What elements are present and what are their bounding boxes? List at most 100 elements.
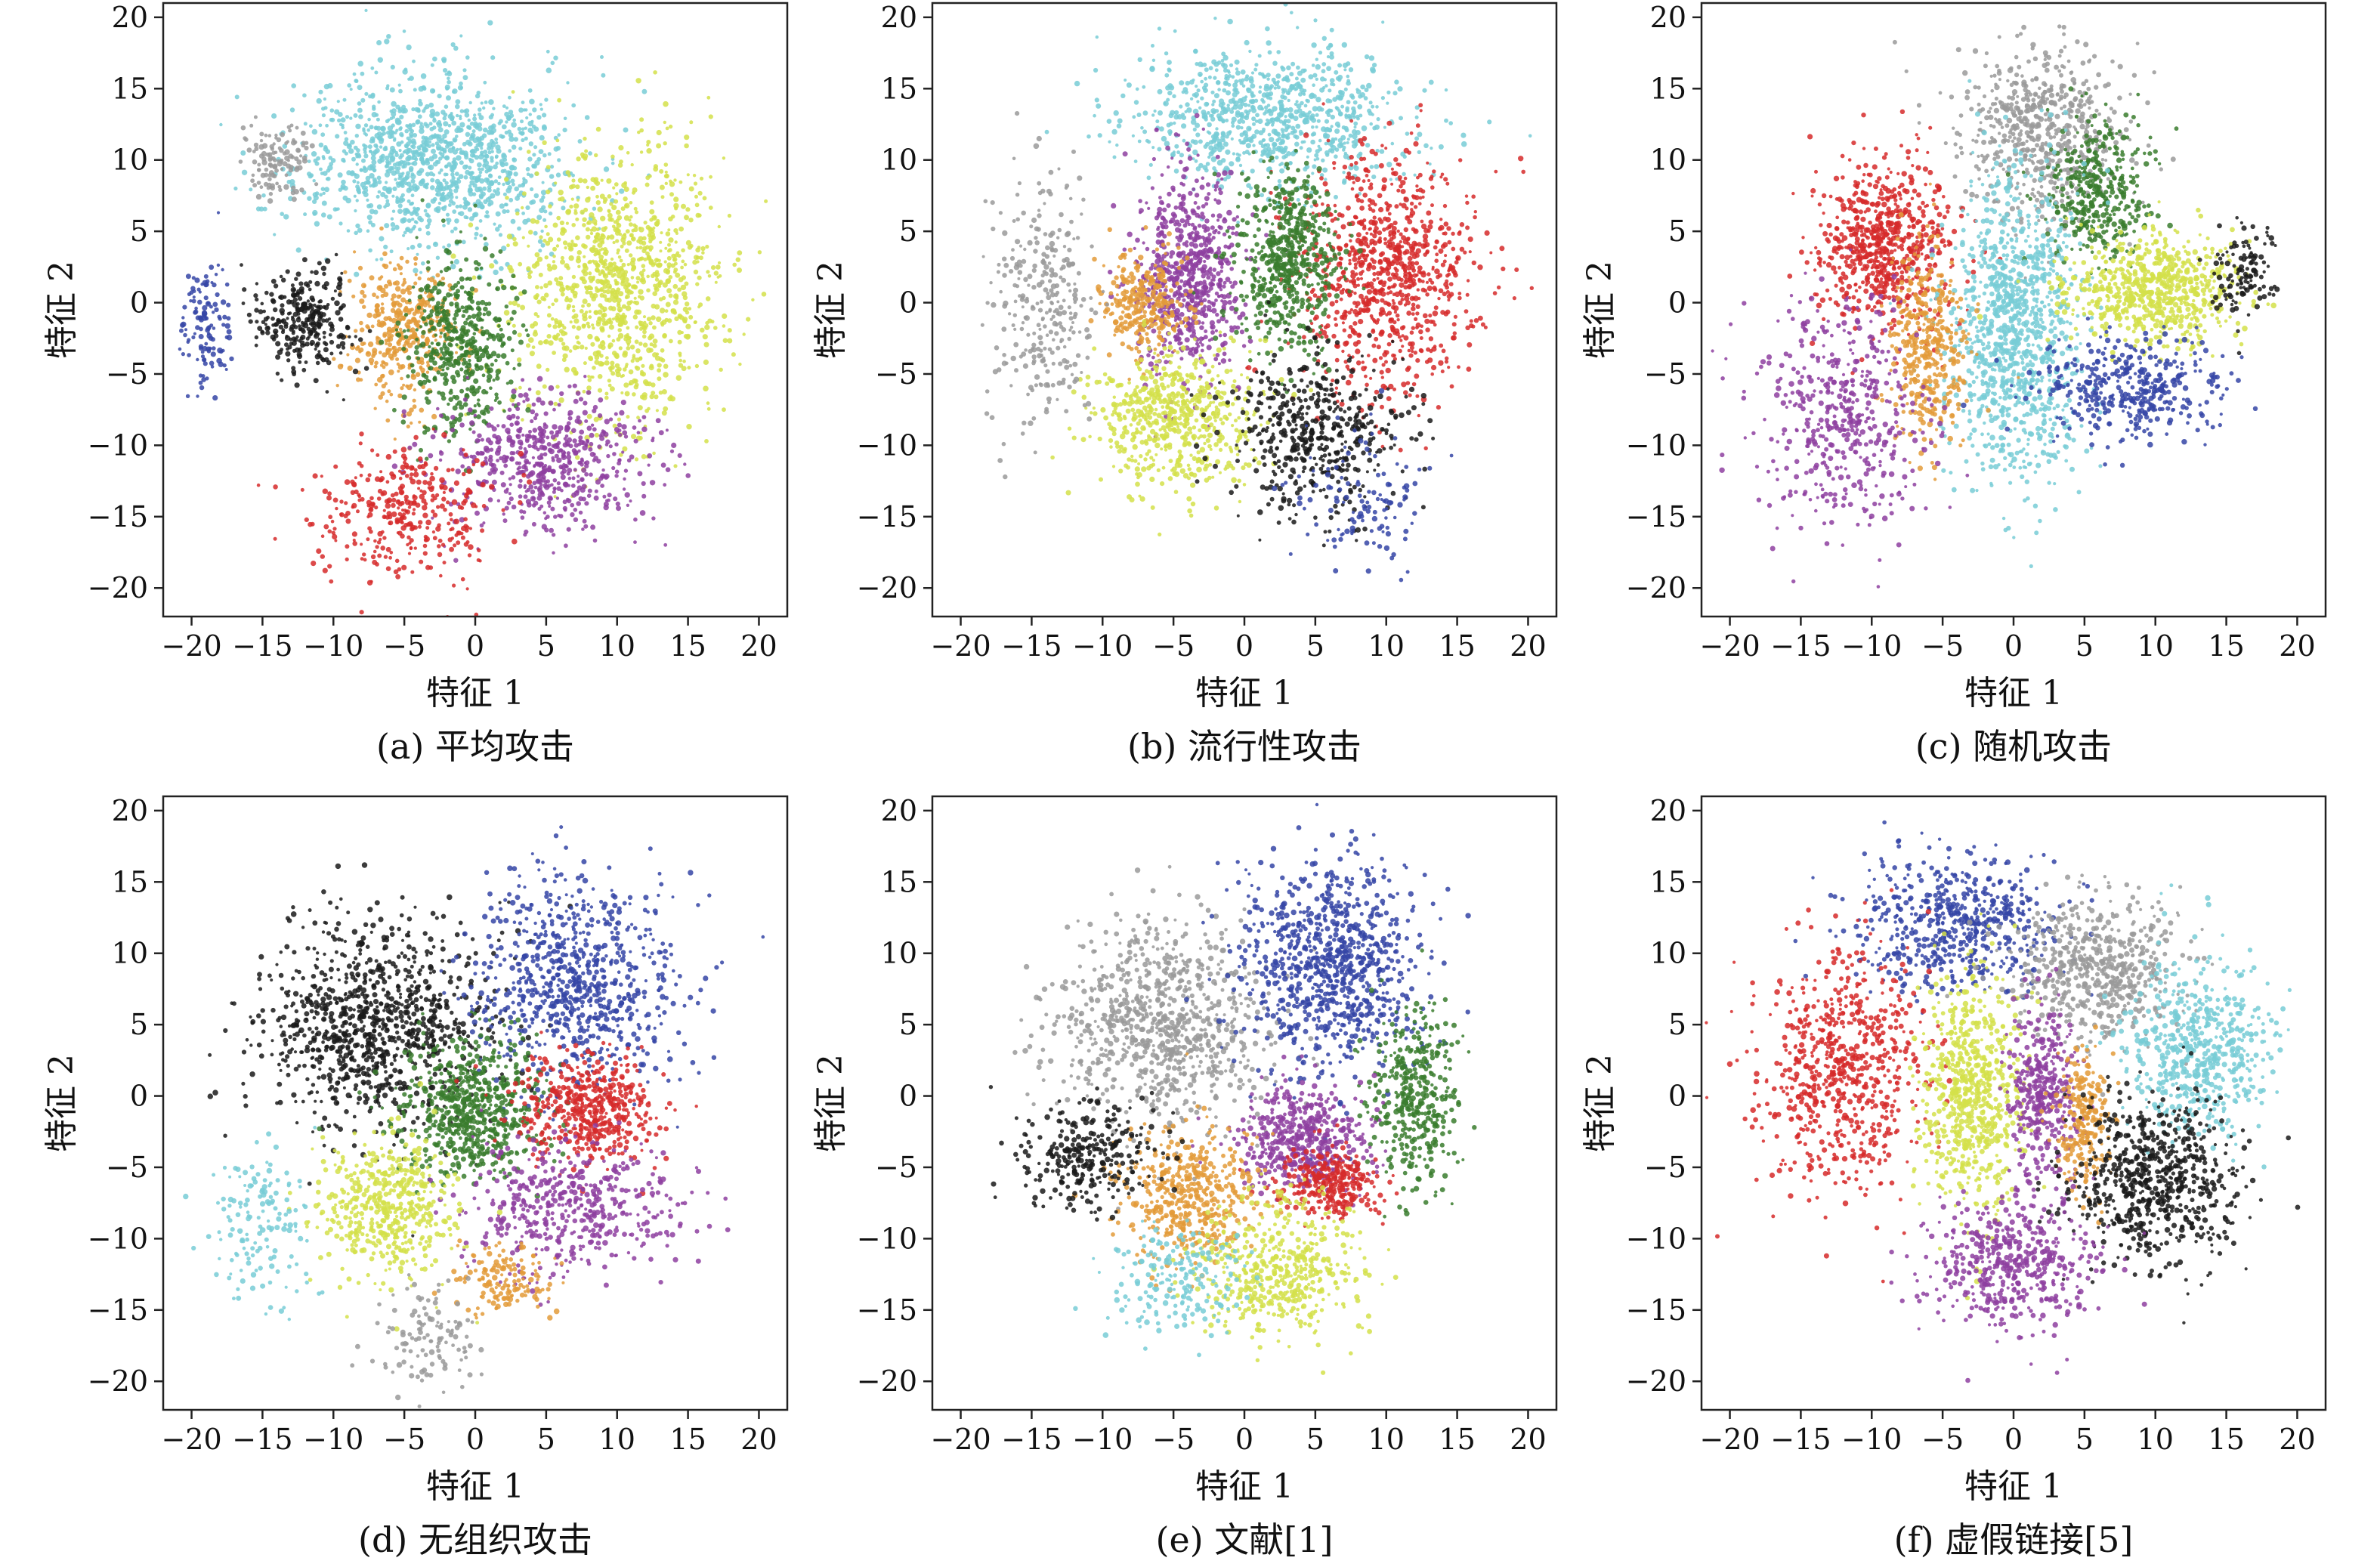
scatter-point: [560, 471, 565, 475]
scatter-point: [460, 535, 465, 540]
scatter-point: [603, 501, 609, 507]
scatter-point: [286, 179, 292, 184]
scatter-point: [461, 240, 466, 245]
scatter-point: [333, 464, 338, 469]
scatter-point: [419, 407, 425, 413]
scatter-point: [651, 516, 656, 521]
scatter-point: [258, 309, 264, 314]
scatter-point: [311, 298, 316, 302]
scatter-point: [394, 491, 399, 496]
scatter-point: [388, 282, 393, 286]
scatter-point: [220, 299, 227, 305]
scatter-point: [374, 70, 379, 75]
scatter-point: [246, 312, 252, 317]
scatter-point: [659, 184, 665, 190]
scatter-point: [397, 203, 403, 209]
scatter-point: [199, 346, 204, 351]
scatter-point: [462, 357, 467, 362]
scatter-point: [608, 444, 613, 449]
scatter-point: [524, 438, 530, 444]
scatter-point: [587, 324, 591, 329]
scatter-point: [681, 248, 685, 253]
scatter-point: [489, 263, 495, 269]
scatter-point: [315, 341, 320, 346]
scatter-point: [425, 104, 430, 110]
scatter-point: [442, 314, 448, 320]
scatter-point: [474, 364, 479, 368]
cluster-8: [238, 115, 319, 204]
scatter-point: [466, 363, 472, 369]
scatter-point: [402, 69, 408, 75]
scatter-point: [302, 257, 308, 263]
scatter-point: [551, 533, 556, 537]
scatter-point: [352, 368, 359, 375]
x-tick-label: 0: [466, 629, 484, 663]
scatter-point: [381, 311, 385, 314]
scatter-point: [192, 295, 196, 299]
scatter-point: [682, 359, 686, 363]
scatter-point: [662, 282, 668, 288]
scatter-point: [264, 172, 269, 178]
scatter-point: [212, 311, 215, 314]
scatter-point: [552, 551, 555, 555]
scatter-point: [663, 162, 669, 167]
scatter-point: [663, 120, 666, 125]
scatter-point: [397, 83, 401, 87]
scatter-point: [317, 261, 322, 266]
scatter-point: [566, 306, 570, 311]
scatter-point: [625, 229, 630, 234]
scatter-point: [536, 260, 539, 264]
scatter-point: [425, 283, 431, 289]
scatter-point: [397, 364, 404, 370]
scatter-point: [545, 240, 551, 246]
scatter-point: [534, 171, 539, 176]
scatter-point: [418, 147, 422, 151]
scatter-point: [337, 118, 342, 123]
scatter-point: [212, 326, 216, 330]
scatter-point: [629, 345, 635, 350]
scatter-point: [401, 160, 405, 164]
scatter-point: [394, 153, 399, 157]
scatter-point: [677, 329, 682, 335]
scatter-point: [450, 285, 456, 291]
scatter-point: [470, 369, 475, 375]
scatter-point: [320, 357, 326, 363]
scatter-point: [400, 218, 406, 224]
scatter-point: [685, 240, 692, 246]
scatter-point: [442, 224, 446, 227]
scatter-point: [616, 248, 620, 252]
scatter-point: [627, 283, 632, 287]
scatter-point: [521, 138, 525, 143]
scatter-point: [480, 451, 485, 456]
scatter-point: [548, 211, 553, 216]
scatter-point: [482, 312, 487, 317]
scatter-point: [249, 187, 253, 192]
scatter-point: [1173, 29, 1177, 33]
scatter-point: [403, 149, 409, 154]
scatter-point: [367, 473, 372, 478]
scatter-point: [487, 367, 493, 373]
scatter-point: [372, 104, 376, 109]
scatter-point: [352, 179, 357, 184]
scatter-point: [494, 319, 499, 323]
scatter-point: [623, 277, 629, 283]
scatter-point: [614, 182, 619, 187]
cluster-9: [178, 211, 234, 401]
scatter-point: [1229, 161, 1235, 167]
scatter-point: [395, 161, 400, 167]
scatter-point: [394, 286, 401, 292]
scatter-point: [387, 389, 391, 394]
scatter-point: [575, 455, 580, 460]
scatter-point: [727, 213, 732, 218]
scatter-point: [366, 128, 371, 132]
scatter-point: [518, 385, 522, 390]
scatter-point: [618, 266, 624, 271]
scatter-point: [370, 155, 376, 161]
scatter-point: [651, 315, 656, 320]
scatter-point: [478, 112, 482, 116]
scatter-point: [539, 504, 544, 508]
scatter-point: [385, 566, 391, 571]
scatter-point: [529, 200, 534, 206]
scatter-point: [576, 474, 580, 478]
scatter-point: [577, 342, 581, 345]
